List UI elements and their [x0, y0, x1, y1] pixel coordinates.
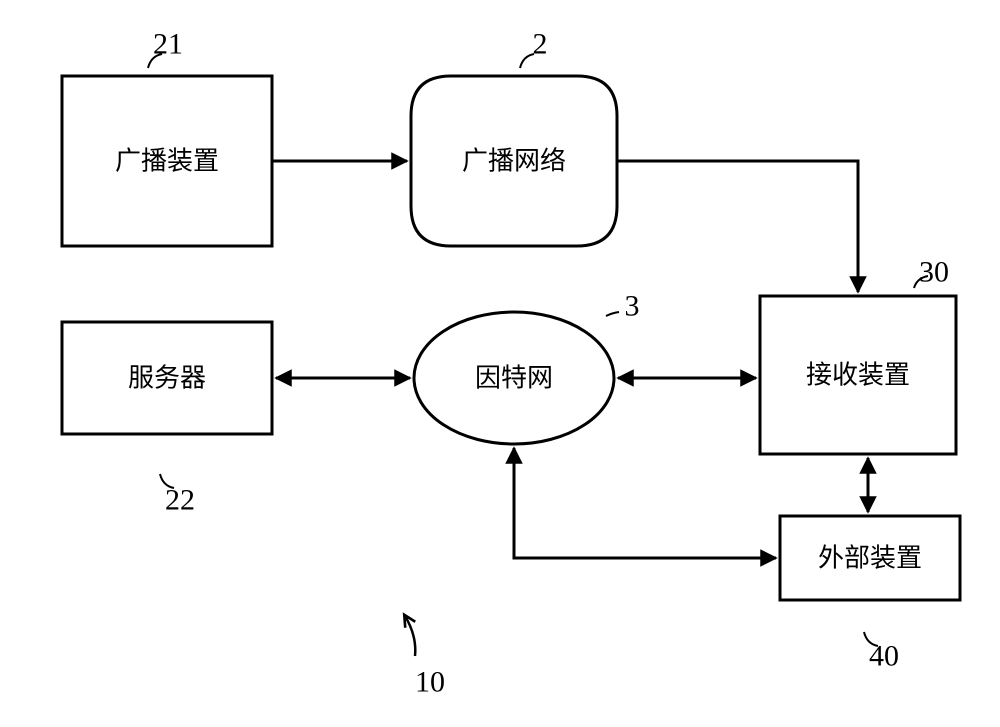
ref-external: 40 — [869, 640, 899, 673]
node-broadcast_network: 广播网络 2 — [411, 28, 617, 247]
node-server: 服务器 22 — [62, 322, 272, 517]
system-ref-label: 10 — [415, 666, 445, 699]
node-external: 外部装置 40 — [780, 516, 960, 673]
ref-broadcast_device: 21 — [153, 28, 183, 61]
node-internet: 因特网 3 — [414, 290, 640, 445]
node-label-broadcast_network: 广播网络 — [462, 147, 566, 176]
ref-broadcast_network: 2 — [533, 28, 548, 61]
node-label-receiver: 接收装置 — [806, 361, 910, 390]
node-label-internet: 因特网 — [475, 364, 553, 393]
node-broadcast_device: 广播装置 21 — [62, 28, 272, 247]
ref-server: 22 — [165, 484, 195, 517]
edge-broadcast_network-receiver — [617, 161, 858, 292]
node-label-broadcast_device: 广播装置 — [115, 147, 219, 176]
node-label-external: 外部装置 — [818, 544, 922, 573]
ref-internet: 3 — [625, 290, 640, 323]
system-ref-arrow — [405, 616, 415, 656]
node-label-server: 服务器 — [128, 364, 206, 393]
edge-internet-external — [514, 448, 776, 558]
ref-receiver: 30 — [919, 256, 949, 289]
